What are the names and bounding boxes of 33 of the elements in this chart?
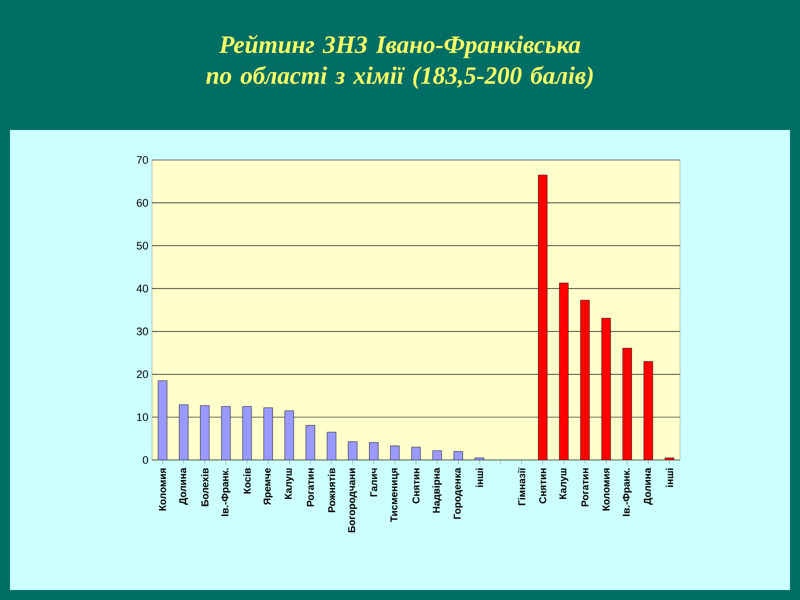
- x-tick-label: Снятин: [539, 468, 546, 504]
- x-tick-label: Рогатин: [306, 468, 314, 506]
- x-tick-label: Городенка: [454, 468, 463, 519]
- x-tick-label: Косів: [243, 468, 251, 494]
- x-tick-label: Галич: [370, 468, 378, 496]
- x-tick-label: Богородчани: [348, 468, 358, 532]
- y-tick-label: 70: [136, 156, 148, 164]
- y-tick-label: 50: [136, 242, 148, 250]
- x-tick-label: Тисмениця: [390, 468, 400, 522]
- y-tick-label: 10: [137, 413, 148, 422]
- y-tick-label: 0: [142, 456, 148, 464]
- y-tick-label: 60: [136, 198, 148, 207]
- x-tick-label: Калуш: [559, 468, 568, 499]
- x-tick-label: Рогатин: [581, 468, 588, 506]
- x-tick-label: Долина: [644, 468, 653, 505]
- x-tick-label: Яремче: [264, 468, 273, 505]
- chart-title: Рейтинг ЗНЗ Івано-Франківська по області з хімії (183,5-200 балів): [206, 34, 593, 90]
- x-tick-label: Рожнятів: [328, 468, 336, 512]
- y-tick-label: 40: [136, 284, 148, 292]
- x-tick-label: Снятин: [412, 468, 420, 504]
- x-tick-label: інші: [666, 468, 674, 487]
- y-tick-label: 30: [136, 328, 148, 336]
- x-tick-label: Коломия: [602, 468, 610, 510]
- x-tick-label: Болехів: [201, 468, 208, 506]
- x-tick-label: Ів.-Франк.: [221, 468, 230, 516]
- x-tick-label: Коломия: [159, 468, 166, 510]
- x-tick-label: Калуш: [284, 468, 294, 499]
- y-tick-label: 20: [136, 370, 148, 378]
- x-tick-label: Ів.-Франк.: [622, 468, 632, 516]
- x-tick-label: Долина: [179, 468, 188, 505]
- x-tick-label: Гімназії: [518, 468, 526, 506]
- x-tick-label: Надвірна: [432, 468, 442, 513]
- x-tick-label: інші: [476, 468, 483, 487]
